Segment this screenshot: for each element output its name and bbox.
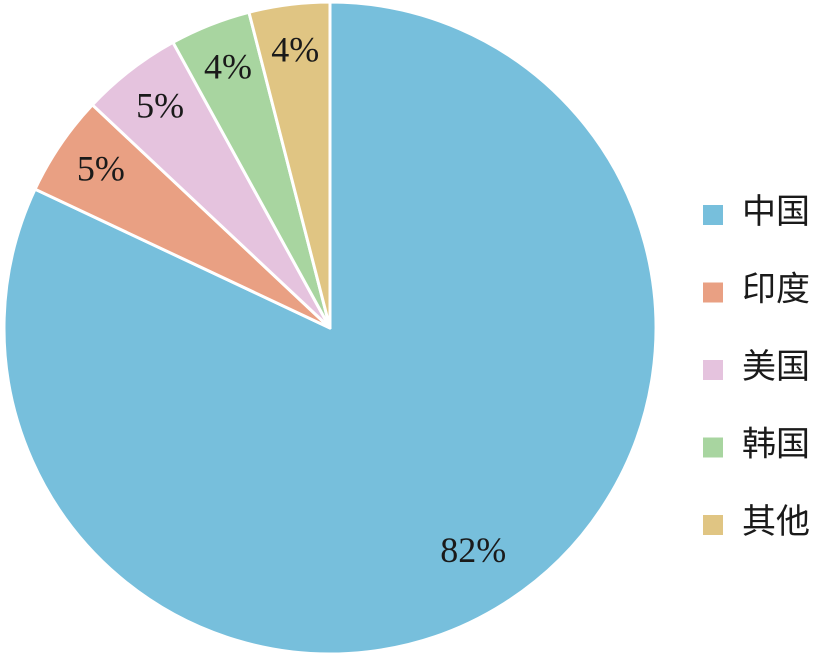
legend-swatch [703, 360, 723, 380]
legend-label: 韩国 [742, 425, 810, 463]
legend-label: 中国 [742, 193, 810, 231]
slice-label: 5% [136, 85, 184, 125]
legend-swatch [703, 515, 723, 535]
legend-label: 印度 [742, 270, 810, 308]
pie-slice [247, 0, 332, 330]
slice-label: 82% [440, 530, 506, 570]
slice-label: 4% [271, 29, 319, 69]
legend-label: 其他 [742, 504, 810, 541]
legend-swatch [703, 282, 723, 303]
legend-swatch [703, 205, 723, 225]
slice-label: 5% [77, 149, 125, 189]
legend-label: 美国 [742, 348, 810, 386]
slice-label: 4% [204, 47, 252, 87]
legend-swatch [703, 437, 723, 458]
